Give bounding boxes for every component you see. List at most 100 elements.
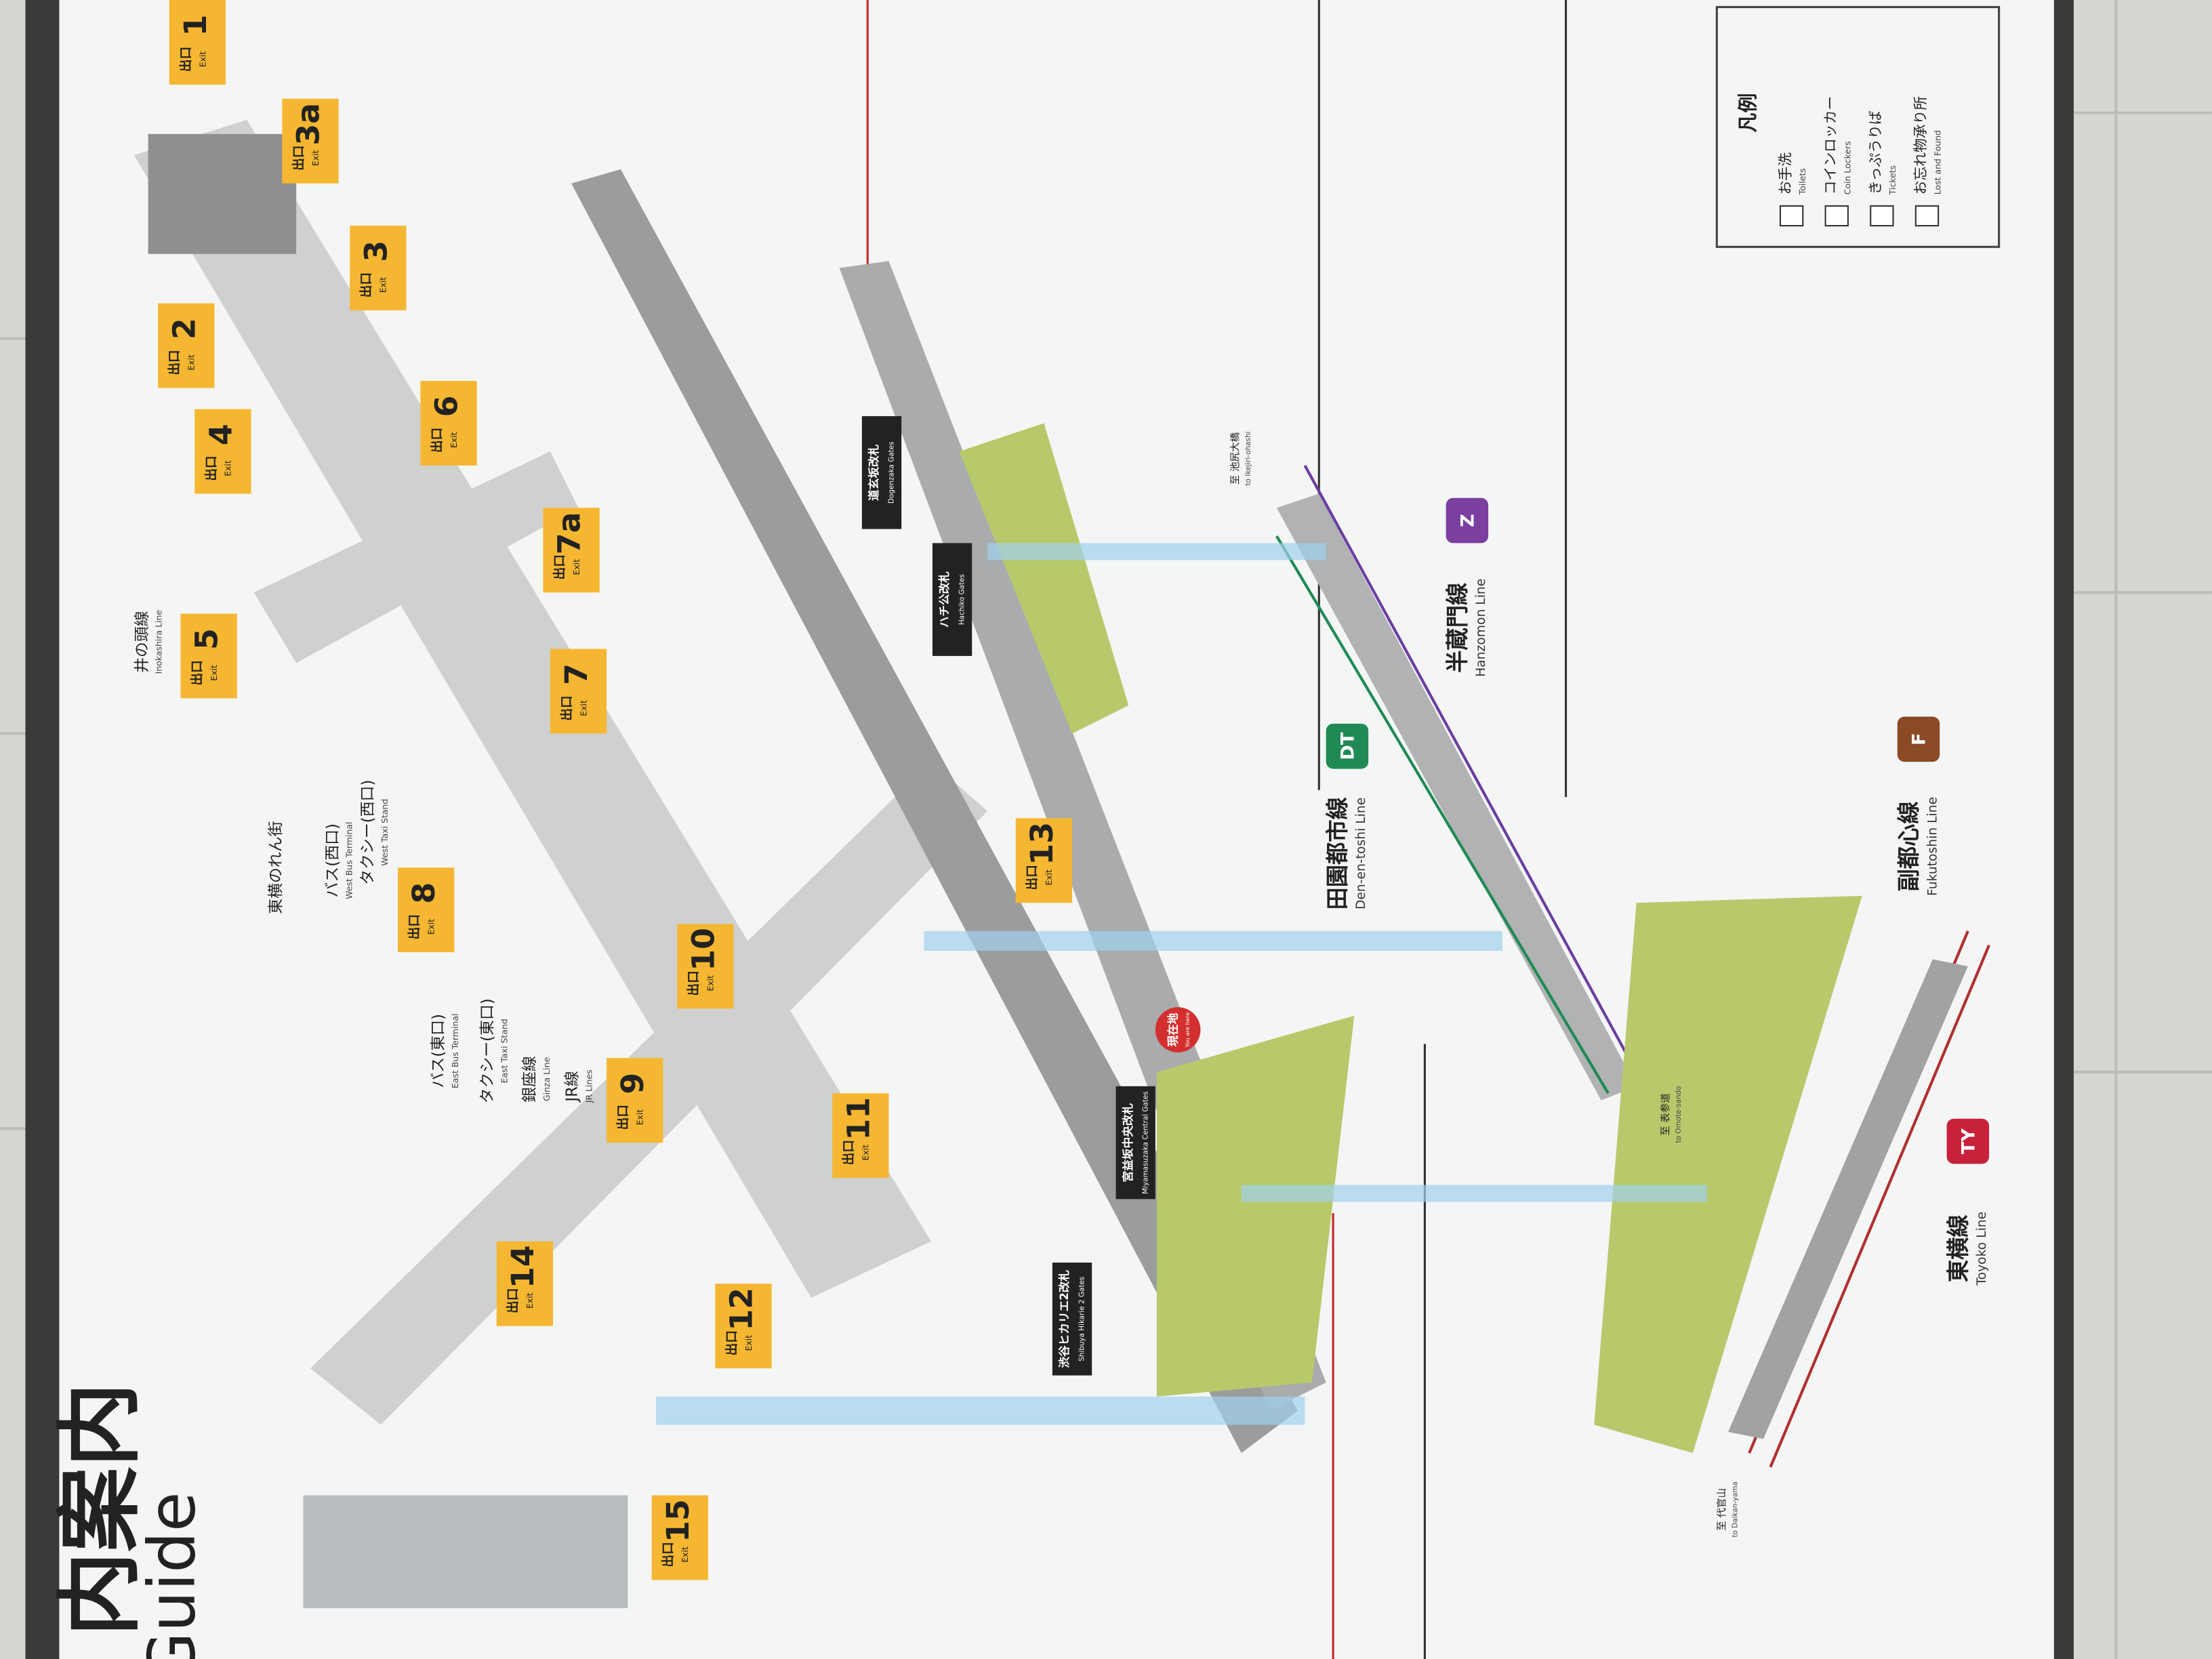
gate-name: 渋谷ヒカリエ2改札 [1057, 1270, 1071, 1368]
gate-box [861, 416, 902, 529]
exit-number: 10 [684, 928, 721, 971]
legend-name: お手洗 [1777, 152, 1793, 195]
line-label: DT 田園都市線 Den-en-toshi Line [1324, 723, 1369, 910]
exit-label: 出口 [842, 1140, 857, 1165]
exit-en: Exit [861, 1145, 871, 1161]
exit-box [158, 303, 215, 388]
place-label: タクシー(西口) West Taxi Stand [359, 780, 390, 885]
platform [1594, 895, 1862, 1454]
exit-en: Exit [525, 1292, 535, 1309]
place-label: タクシー(東口) East Taxi Stand [479, 998, 510, 1103]
legend-name: お忘れ物承り所 [1912, 96, 1929, 195]
exit-en: Exit [1044, 869, 1054, 886]
exit-box [194, 409, 251, 494]
you-are-here-en: You are here [1184, 1012, 1191, 1048]
line-en: Toyoko Line [1975, 1212, 1989, 1286]
legend-en: Coin Lockers [1842, 141, 1852, 194]
line-badge [1946, 1118, 1990, 1164]
place-label: 銀座線 Ginza Line [521, 1056, 552, 1103]
exit-sign: 出口 Exit 9 [607, 1058, 663, 1143]
legend-name: コインロッカー [1822, 96, 1839, 195]
line-name: 半蔵門線 [1444, 583, 1471, 673]
direction-en: to Omote-sando [1675, 1086, 1683, 1143]
exit-label: 出口 [559, 695, 574, 720]
direction-label: 至 表参道 to Omote-sando [1660, 1086, 1683, 1143]
transfer-bar [1241, 1185, 1707, 1202]
exit-box [832, 1093, 889, 1179]
title: 内案内 [51, 1382, 149, 1637]
exit-label: 出口 [291, 145, 306, 170]
exit-box [282, 98, 339, 184]
direction-name: 至 池尻大橋 [1229, 432, 1241, 485]
place-name: タクシー(西口) [359, 780, 377, 885]
exit-en: Exit [571, 559, 581, 575]
exit-en: Exit [705, 975, 716, 991]
legend-item: お手洗 Toilets [1777, 152, 1807, 227]
line-code: Z [1457, 514, 1478, 527]
exit-label: 出口 [687, 970, 701, 996]
gate-box [932, 543, 972, 656]
legend-title: 凡例 [1736, 93, 1759, 132]
legend-item: コインロッカー Coin Lockers [1822, 96, 1852, 227]
exit-box [398, 867, 455, 953]
track [1303, 464, 1638, 1073]
line-en: Fukutoshin Line [1925, 797, 1940, 896]
gate-name: 宮益坂中央改札 [1121, 1103, 1134, 1183]
legend-en: Tickets [1887, 165, 1898, 195]
exit-en: Exit [635, 1109, 645, 1126]
exit-sign: 出口 Exit 13 [1015, 818, 1073, 903]
legend-icon [1779, 205, 1804, 227]
place-name: バス(東口) [430, 1014, 447, 1088]
exit-number: 9 [614, 1073, 651, 1094]
exit-en: Exit [426, 919, 436, 935]
exit-number: 3 [357, 241, 394, 262]
line-en: Den-en-toshi Line [1354, 798, 1368, 909]
direction-label: 至 代官山 to Daikan-yama [1717, 1481, 1740, 1537]
exit-label: 出口 [167, 350, 182, 375]
exit-number: 4 [202, 424, 239, 445]
line-code: DT [1338, 732, 1359, 760]
gate-label: ハチ公改札 Hachiko Gates [932, 543, 972, 656]
you-are-here-pin [1155, 1007, 1201, 1052]
exit-number: 7a [551, 512, 588, 554]
line-name: 東横線 [1945, 1214, 1971, 1282]
exit-box [1015, 818, 1073, 903]
exit-box [651, 1495, 708, 1580]
exit-number: 13 [1023, 822, 1060, 865]
exit-label: 出口 [552, 554, 567, 579]
legend-name: きっぷうりば [1868, 110, 1884, 194]
exit-number: 2 [165, 318, 202, 340]
exit-number: 12 [723, 1288, 760, 1331]
exit-label: 出口 [661, 1542, 676, 1567]
line-en: Hanzomon Line [1474, 579, 1488, 677]
place-en: Ginza Line [541, 1057, 552, 1101]
title-group: 内案内 [51, 1382, 149, 1637]
exit-number: 14 [504, 1245, 541, 1288]
exit-sign: 出口 Exit 5 [180, 613, 237, 699]
exit-label: 出口 [204, 455, 219, 480]
exit-sign: 出口 Exit 14 [496, 1241, 553, 1326]
exit-label: 出口 [407, 914, 422, 939]
exit-box [496, 1241, 553, 1326]
exit-number: 1 [177, 15, 213, 37]
track [1769, 944, 1990, 1468]
exit-label: 出口 [616, 1105, 631, 1130]
direction-name: 至 表参道 [1660, 1093, 1671, 1136]
exit-box [169, 0, 226, 85]
exit-box [420, 381, 477, 466]
gate-label: 渋谷ヒカリエ2改札 Shibuya Hikarie 2 Gates [1052, 1263, 1092, 1376]
exit-sign: 出口 Exit 12 [715, 1284, 772, 1369]
exit-sign: 出口 Exit 7a [543, 508, 600, 593]
line-label: TY 東横線 Toyoko Line [1945, 1118, 1990, 1286]
place-en: JR Lines [584, 1069, 594, 1103]
gate-name: ハチ公改札 [937, 571, 951, 628]
exit-sign: 出口 Exit 6 [420, 381, 477, 466]
legend-en: Lost and Found [1933, 130, 1943, 194]
place-name: 井の頭線 [134, 611, 151, 673]
platform [1727, 959, 1968, 1439]
line-badge [1326, 723, 1369, 769]
exit-en: Exit [449, 432, 459, 449]
legend-title-group: 凡例 [1736, 93, 1759, 132]
